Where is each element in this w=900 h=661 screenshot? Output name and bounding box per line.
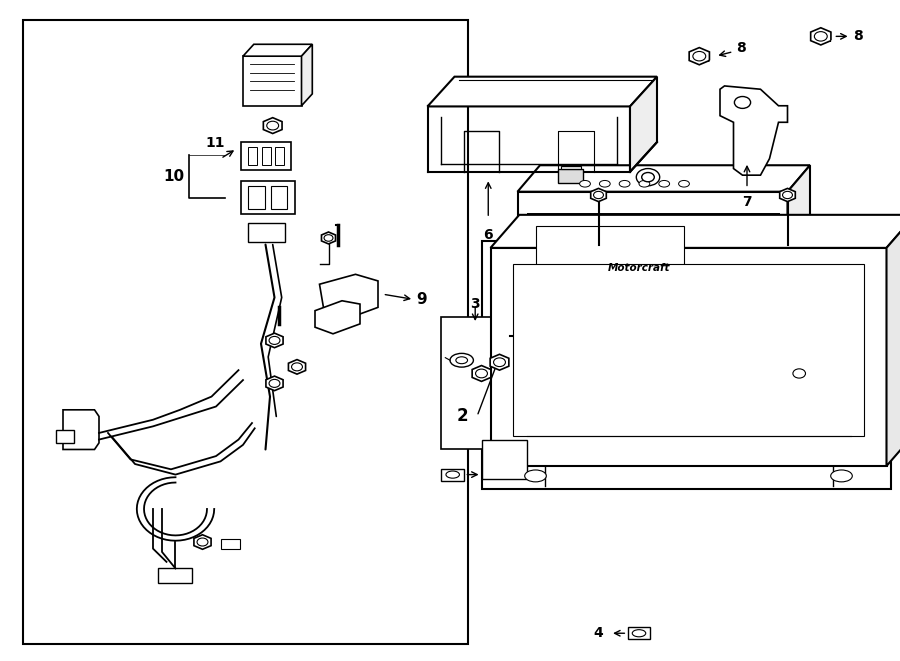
Polygon shape — [320, 274, 378, 317]
Bar — [241, 181, 295, 214]
Polygon shape — [266, 333, 284, 348]
Ellipse shape — [266, 121, 279, 130]
Text: 2: 2 — [456, 407, 468, 426]
Bar — [262, 147, 271, 165]
Bar — [441, 317, 598, 449]
Bar — [275, 147, 284, 165]
Ellipse shape — [493, 358, 506, 367]
Ellipse shape — [814, 32, 827, 41]
Ellipse shape — [632, 630, 646, 637]
Polygon shape — [518, 165, 810, 192]
Polygon shape — [243, 44, 312, 56]
Text: 3: 3 — [471, 297, 480, 311]
Polygon shape — [472, 366, 490, 381]
Polygon shape — [428, 77, 657, 106]
Ellipse shape — [580, 180, 590, 187]
Ellipse shape — [450, 354, 473, 367]
Text: 1: 1 — [540, 363, 550, 377]
Bar — [248, 186, 265, 209]
Text: 10: 10 — [164, 169, 184, 184]
Text: 8: 8 — [853, 29, 863, 44]
Polygon shape — [811, 28, 831, 45]
Polygon shape — [264, 118, 282, 134]
Ellipse shape — [636, 169, 660, 186]
Polygon shape — [720, 86, 788, 175]
Ellipse shape — [782, 192, 793, 198]
Ellipse shape — [693, 52, 706, 61]
Ellipse shape — [269, 336, 280, 344]
Bar — [441, 469, 464, 481]
Ellipse shape — [197, 538, 208, 546]
Polygon shape — [590, 188, 607, 202]
Polygon shape — [491, 354, 508, 370]
Polygon shape — [302, 44, 312, 106]
Polygon shape — [886, 215, 900, 466]
Ellipse shape — [734, 97, 751, 108]
Polygon shape — [243, 56, 302, 106]
Polygon shape — [194, 535, 212, 549]
Polygon shape — [518, 192, 788, 330]
Ellipse shape — [642, 173, 654, 182]
Polygon shape — [315, 301, 360, 334]
Bar — [271, 186, 287, 209]
Text: 9: 9 — [417, 292, 428, 307]
Ellipse shape — [639, 180, 650, 187]
Text: 5: 5 — [839, 366, 849, 381]
Polygon shape — [321, 232, 336, 244]
Bar — [536, 226, 684, 275]
Polygon shape — [779, 188, 796, 202]
Ellipse shape — [292, 363, 302, 371]
Polygon shape — [630, 77, 657, 172]
Text: 8: 8 — [736, 41, 746, 56]
Polygon shape — [63, 410, 99, 449]
Bar — [220, 539, 240, 549]
Bar — [241, 142, 291, 170]
Polygon shape — [491, 215, 900, 248]
Bar — [482, 241, 891, 489]
Ellipse shape — [831, 470, 852, 482]
Text: Motorcraft: Motorcraft — [608, 263, 670, 273]
Ellipse shape — [269, 379, 280, 387]
Polygon shape — [288, 360, 306, 374]
Ellipse shape — [793, 369, 806, 378]
Ellipse shape — [619, 180, 630, 187]
Text: 11: 11 — [205, 136, 225, 151]
Text: 6: 6 — [483, 228, 493, 242]
Text: 4: 4 — [484, 467, 494, 482]
Polygon shape — [491, 248, 886, 466]
Ellipse shape — [599, 180, 610, 187]
Ellipse shape — [679, 180, 689, 187]
Ellipse shape — [594, 192, 604, 198]
Ellipse shape — [787, 364, 812, 383]
Bar — [558, 169, 583, 183]
Ellipse shape — [659, 180, 670, 187]
Ellipse shape — [475, 369, 488, 378]
Polygon shape — [266, 376, 284, 391]
Bar — [248, 147, 257, 165]
Polygon shape — [482, 440, 526, 479]
Bar — [628, 627, 650, 639]
Ellipse shape — [324, 235, 333, 241]
Ellipse shape — [446, 471, 459, 478]
Bar — [22, 20, 468, 644]
Bar — [56, 430, 74, 443]
Text: 7: 7 — [742, 195, 752, 209]
Bar — [158, 568, 192, 583]
Bar — [561, 166, 581, 169]
Bar — [513, 264, 864, 436]
Polygon shape — [788, 165, 810, 330]
Ellipse shape — [455, 357, 468, 364]
Ellipse shape — [525, 470, 546, 482]
Polygon shape — [689, 48, 709, 65]
Bar — [248, 223, 285, 242]
Text: 4: 4 — [593, 626, 603, 641]
